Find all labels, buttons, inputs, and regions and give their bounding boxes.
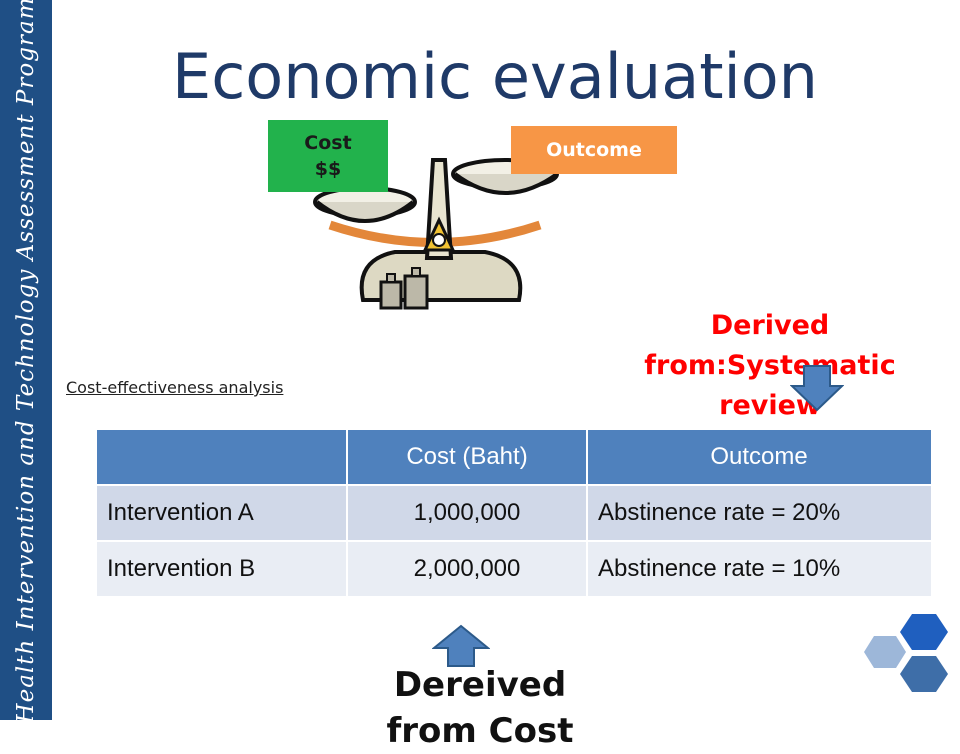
table-cell-cost: 2,000,000 xyxy=(346,540,588,598)
dereived-text: Dereived from Cost xyxy=(360,662,600,754)
dereived-line1: Dereived xyxy=(393,665,567,705)
cost-label-line1: Cost xyxy=(304,132,352,154)
hexagon-logo-icon xyxy=(864,614,948,692)
table-row: Intervention A 1,000,000 Abstinence rate… xyxy=(95,484,933,542)
arrow-down-icon xyxy=(790,365,844,412)
analysis-label: Cost-effectiveness analysis xyxy=(66,378,284,397)
dereived-line2: from Cost xyxy=(386,711,574,751)
table-header-cost: Cost (Baht) xyxy=(346,428,588,486)
table-cell-cost: 1,000,000 xyxy=(346,484,588,542)
arrow-up-icon xyxy=(432,624,490,667)
table-cell-intervention: Intervention A xyxy=(95,484,348,542)
side-banner: Health Intervention and Technology Asses… xyxy=(0,0,52,724)
cost-label-line2: $$ xyxy=(314,158,342,180)
table-header-blank xyxy=(95,428,348,486)
table-header-outcome: Outcome xyxy=(586,428,933,486)
derived-line3: review xyxy=(719,390,821,421)
table-cell-outcome: Abstinence rate = 20% xyxy=(586,484,933,542)
derived-line1: Derived xyxy=(710,310,830,341)
table-cell-intervention: Intervention B xyxy=(95,540,348,598)
outcome-label: Outcome xyxy=(546,139,642,161)
table-header-row: Cost (Baht) Outcome xyxy=(95,428,933,486)
slide-title: Economic evaluation xyxy=(172,40,818,113)
banner-text: Health Intervention and Technology Asses… xyxy=(13,0,39,724)
table-row: Intervention B 2,000,000 Abstinence rate… xyxy=(95,540,933,598)
table-cell-outcome: Abstinence rate = 10% xyxy=(586,540,933,598)
derived-line2: from:Systematic xyxy=(644,350,896,381)
derived-systematic-review-text: Derived from:Systematic review xyxy=(600,306,940,426)
cost-effectiveness-table: Cost (Baht) Outcome Intervention A 1,000… xyxy=(95,428,933,598)
outcome-label-box: Outcome xyxy=(511,126,677,174)
cost-label-box: Cost $$ xyxy=(268,120,388,192)
